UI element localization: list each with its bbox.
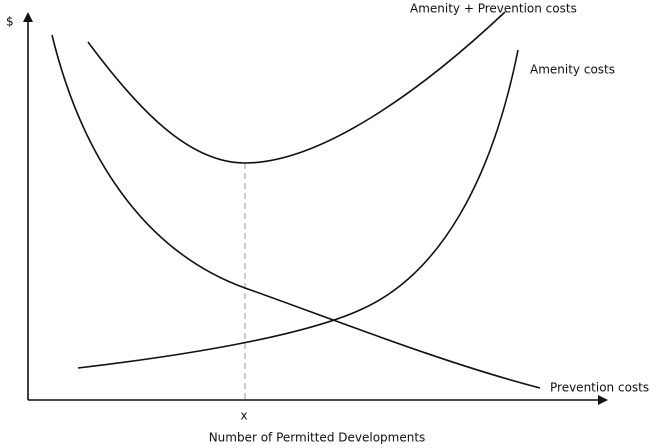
curve-label: Prevention costs <box>550 381 649 395</box>
x-marker: x <box>240 409 247 423</box>
total-cost-curve <box>87 11 506 164</box>
y-axis-label: $ <box>6 15 14 29</box>
curve-label: Amenity + Prevention costs <box>410 2 577 16</box>
curve-label: Amenity costs <box>530 63 615 77</box>
x-axis-label: Number of Permitted Developments <box>209 431 426 445</box>
amenity-cost-curve <box>77 49 519 369</box>
prevention-cost-curve <box>51 34 541 389</box>
